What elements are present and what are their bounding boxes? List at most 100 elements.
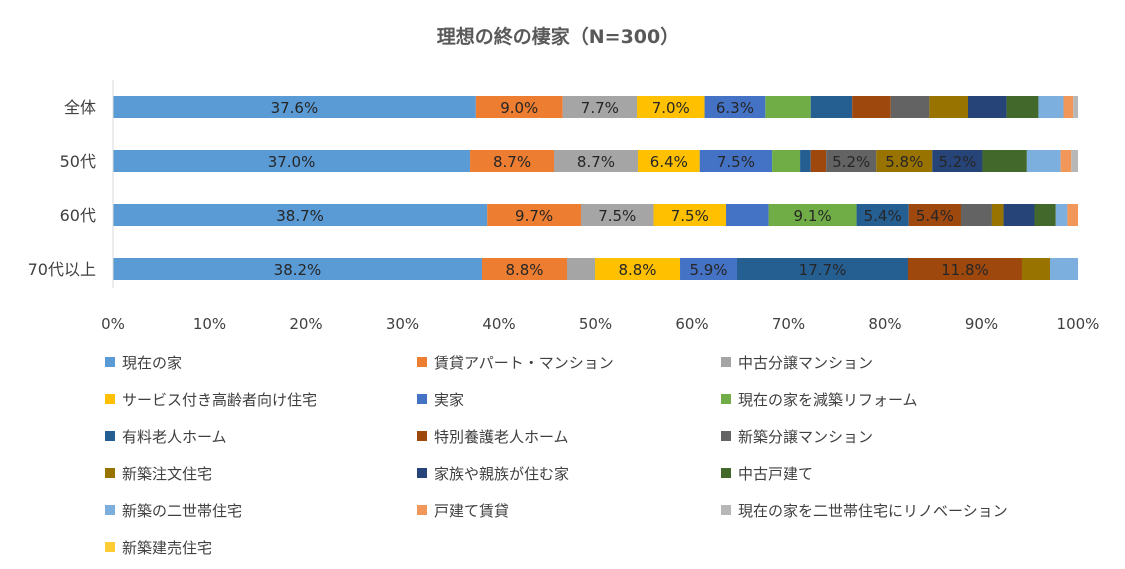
legend-swatch <box>105 542 115 552</box>
category-label: 60代 <box>60 206 96 225</box>
legend-label: サービス付き高齢者向け住宅 <box>122 391 317 409</box>
data-label: 17.7% <box>799 261 847 279</box>
data-label: 37.6% <box>271 99 319 117</box>
legend-label: 現在の家を減築リフォーム <box>738 391 918 409</box>
legend-label: 中古分譲マンション <box>738 354 873 372</box>
tick-label: 60% <box>675 315 708 333</box>
data-label: 6.4% <box>650 153 688 171</box>
tick-label: 0% <box>101 315 125 333</box>
data-label: 5.4% <box>916 207 954 225</box>
bar-segment <box>737 258 908 280</box>
category-axis-labels: 全体 50代 60代 70代以上 <box>28 98 96 279</box>
data-labels: 37.6% 9.0% 7.7% 7.0% 6.3% 37.0% 8.7% 8.7% 6.4% 7.… <box>268 99 989 279</box>
legend-swatch <box>417 468 427 478</box>
bar-segment <box>699 150 773 172</box>
legend-label: 新築分譲マンション <box>738 428 873 446</box>
data-label: 38.2% <box>274 261 322 279</box>
tick-label: 30% <box>386 315 419 333</box>
bar-segment <box>908 204 962 226</box>
tick-label: 70% <box>772 315 805 333</box>
bar-segment <box>1055 204 1068 226</box>
data-label: 5.2% <box>938 153 976 171</box>
tick-label: 20% <box>289 315 322 333</box>
bar-segment <box>1060 150 1072 172</box>
bar-segment <box>562 96 637 118</box>
bar-segment <box>852 96 891 118</box>
data-label: 5.2% <box>832 153 870 171</box>
bar-segment <box>890 96 930 118</box>
bar-segment <box>929 96 968 118</box>
bar-segment <box>595 258 681 280</box>
data-label: 9.7% <box>515 207 553 225</box>
bars <box>113 96 1078 280</box>
bar-segment <box>856 204 909 226</box>
bar-segment <box>113 204 488 226</box>
data-label: 9.0% <box>500 99 538 117</box>
bar-segment <box>487 204 581 226</box>
bar-segment <box>982 150 1027 172</box>
legend-swatch <box>417 357 427 367</box>
data-label: 8.8% <box>618 261 656 279</box>
legend-label: 特別養護老人ホーム <box>434 428 569 446</box>
bar-segment <box>470 150 555 172</box>
bar-segment <box>1063 96 1074 118</box>
bar-segment <box>1026 150 1061 172</box>
data-label: 7.5% <box>598 207 636 225</box>
data-label: 11.8% <box>941 261 989 279</box>
bar-segment <box>1067 204 1078 226</box>
category-label: 50代 <box>60 152 96 171</box>
data-label: 7.0% <box>652 99 690 117</box>
legend-swatch <box>105 431 115 441</box>
bar-segment <box>1073 96 1078 118</box>
bar-segment <box>554 150 638 172</box>
tick-label: 100% <box>1057 315 1100 333</box>
bar-segment <box>800 150 811 172</box>
legend-swatch <box>105 505 115 515</box>
legend-label: 賃貸アパート・マンション <box>434 354 614 372</box>
legend-swatch <box>721 431 731 441</box>
bar-segment <box>826 150 877 172</box>
legend-label: 実家 <box>434 391 464 409</box>
bar-segment <box>768 204 857 226</box>
bar-segment <box>991 204 1004 226</box>
bar-segment <box>907 258 1022 280</box>
data-label: 7.7% <box>581 99 619 117</box>
bar-segment <box>1006 96 1039 118</box>
tick-label: 80% <box>868 315 901 333</box>
bar-segment <box>932 150 983 172</box>
legend-label: 家族や親族が住む家 <box>434 465 569 483</box>
bar-segment <box>637 150 700 172</box>
tick-label: 40% <box>482 315 515 333</box>
legend-swatch <box>105 394 115 404</box>
value-axis-ticks: 0% 10% 20% 30% 40% 50% 60% 70% 80% 90% 100% <box>101 315 1099 333</box>
data-label: 5.8% <box>885 153 923 171</box>
legend-label: 有料老人ホーム <box>122 428 227 446</box>
bar-segment <box>680 258 738 280</box>
legend-swatch <box>417 505 427 515</box>
data-label: 38.7% <box>276 207 324 225</box>
bar-segment <box>113 150 471 172</box>
chart-title: 理想の終の棲家（N=300） <box>437 25 679 48</box>
bar-segment <box>580 204 654 226</box>
legend-label: 新築の二世帯住宅 <box>122 502 242 520</box>
bar-segment <box>636 96 705 118</box>
bar-segment <box>1049 258 1078 280</box>
bar-segment <box>961 204 992 226</box>
bar-segment <box>810 150 827 172</box>
bar-segment <box>772 150 801 172</box>
category-label: 全体 <box>64 98 96 117</box>
legend-label: 新築建売住宅 <box>122 539 212 557</box>
bar-segment <box>726 204 769 226</box>
tick-label: 10% <box>193 315 226 333</box>
data-label: 5.9% <box>689 261 727 279</box>
legend-swatch <box>721 468 731 478</box>
legend-swatch <box>105 357 115 367</box>
data-label: 7.5% <box>717 153 755 171</box>
bar-segment <box>113 258 482 280</box>
data-label: 8.8% <box>505 261 543 279</box>
bar-segment <box>113 96 476 118</box>
bar-segment <box>1071 150 1078 172</box>
data-label: 5.4% <box>864 207 902 225</box>
legend-label: 現在の家 <box>122 354 182 372</box>
